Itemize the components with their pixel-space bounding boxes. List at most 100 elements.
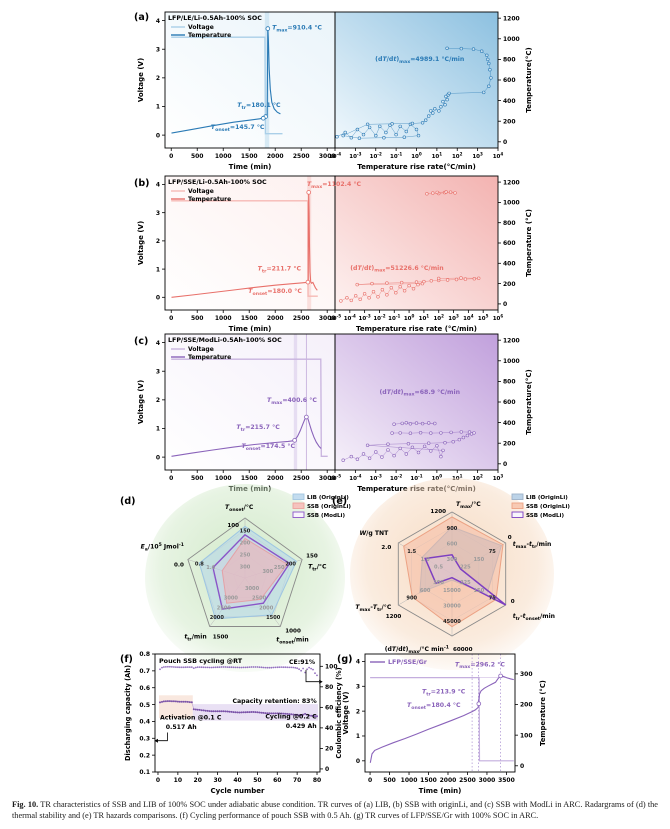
plot-bg [165, 12, 335, 148]
y-tick-label: 2 [356, 708, 360, 715]
x-tick-label: 10-1 [388, 314, 400, 322]
label-fragment: =296.2 °C [470, 660, 505, 668]
capacity-point [280, 712, 283, 715]
ce-point [252, 666, 255, 668]
legend-label: Voltage [188, 346, 214, 353]
label-fragment: tr [241, 105, 246, 111]
rate-point [437, 276, 441, 281]
label-fragment: /d [362, 265, 369, 272]
annotation-arrow [305, 669, 320, 683]
rate-point [435, 190, 439, 195]
rate-point [365, 122, 370, 127]
rate-point [357, 136, 362, 140]
radar-axis-tick: 300 [240, 564, 251, 570]
capacity-point [242, 711, 245, 714]
annotation: 0.429 Ah [286, 723, 317, 730]
label-fragment: -2 [377, 152, 382, 157]
y-tick-label: 400 [503, 420, 516, 427]
x-tick-label: 10-2 [390, 474, 402, 482]
panel-f: (f) 0 10 20 30 40 50 60 70 80 0.1 0.2 0.3 0.4 0.5 0.6 0.… [120, 651, 343, 795]
radar-axis-title: Tmax-Ttr/°C [355, 603, 391, 613]
label-fragment: 10 [448, 316, 456, 322]
x-tick-label: 50 [253, 777, 261, 784]
label-fragment: 10 [433, 316, 441, 322]
ce-point [262, 666, 265, 669]
radar-axis-tick: 45000 [443, 619, 461, 625]
radar-axis-tick: 3000 [224, 596, 239, 602]
capacity-point [174, 700, 177, 703]
y-tick-label: 60 [325, 705, 333, 712]
label-fragment: 0 [419, 152, 422, 157]
rate-point [398, 431, 402, 435]
rate-point [414, 127, 419, 132]
rate-point [411, 286, 416, 291]
x-tick-label: 101 [419, 314, 430, 322]
rate-point [389, 285, 393, 290]
label-fragment: 0 [411, 314, 414, 319]
rate-point [414, 280, 419, 284]
label-fragment: t [513, 540, 517, 548]
curve-marker [304, 414, 309, 420]
radar-axis-tick: 0.8 [195, 561, 204, 567]
rate-point [354, 294, 358, 298]
x-tick-label: 10-4 [329, 152, 341, 160]
label-fragment: (d [385, 646, 392, 653]
radar-series-1 [403, 516, 504, 628]
y-axis-title-right: Coulombic efficiency (%) [335, 667, 343, 758]
y-tick-label: 0.1 [139, 769, 150, 776]
y-axis-title-right: Temperature(°C) [525, 47, 533, 112]
label-fragment: W [359, 530, 366, 537]
y-tick-label: 3 [156, 210, 160, 217]
legend-label: LIB (OriginLi) [307, 495, 349, 501]
capacity-point [194, 708, 197, 711]
rate-point [433, 421, 437, 426]
label-fragment: E [141, 543, 146, 550]
capacity-point [278, 712, 281, 715]
curve-marker [498, 673, 503, 679]
rate-point [459, 46, 463, 51]
label-fragment: 2 [460, 152, 463, 157]
radar-axis-tick: 200 [240, 540, 251, 546]
rate-point [444, 190, 448, 194]
ce-point [254, 666, 257, 668]
arrow-head [154, 738, 158, 743]
x-tick-label: 1000 [401, 777, 418, 784]
y-axis-title: Voltage (V) [342, 691, 350, 734]
ce-point [175, 666, 177, 668]
y-tick-label: 0.5 [139, 702, 150, 709]
capacity-point [234, 711, 237, 714]
capacity-point [310, 714, 313, 717]
capacity-point [176, 700, 179, 703]
rate-point [453, 191, 457, 195]
curve-marker [265, 26, 271, 31]
label-fragment: (d [379, 389, 386, 396]
capacity-point [284, 712, 287, 715]
y-tick-label: 800 [503, 379, 516, 386]
rate-point [431, 191, 435, 195]
legend-label: SSB (ModLi) [307, 513, 345, 519]
label-fragment: 10 [493, 476, 501, 482]
rate-point [400, 421, 404, 426]
capacity-point [200, 709, 203, 712]
capacity-point [314, 715, 316, 718]
rate-point [429, 431, 433, 435]
label-fragment: 1 [439, 152, 442, 157]
label-fragment: /min [192, 634, 207, 641]
panel-label-f: (f) [120, 654, 133, 665]
rate-point [449, 430, 453, 435]
ce-point [194, 666, 197, 669]
rate-point [349, 454, 354, 459]
legend-swatch [292, 493, 305, 500]
rate-point [390, 122, 394, 126]
label-fragment: /g TNT [366, 530, 389, 537]
x-tick-label: 500 [191, 475, 204, 482]
y-tick-label: 20 [325, 746, 333, 753]
label-fragment: (d [350, 265, 357, 272]
label-fragment: max [374, 269, 385, 274]
y-tick-label: 1000 [503, 36, 520, 43]
ce-point [270, 666, 273, 669]
ce-point [214, 666, 217, 669]
legend-swatch [511, 511, 524, 518]
